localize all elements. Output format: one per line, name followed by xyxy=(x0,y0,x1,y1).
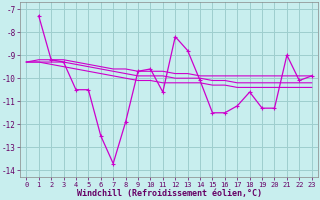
X-axis label: Windchill (Refroidissement éolien,°C): Windchill (Refroidissement éolien,°C) xyxy=(76,189,261,198)
